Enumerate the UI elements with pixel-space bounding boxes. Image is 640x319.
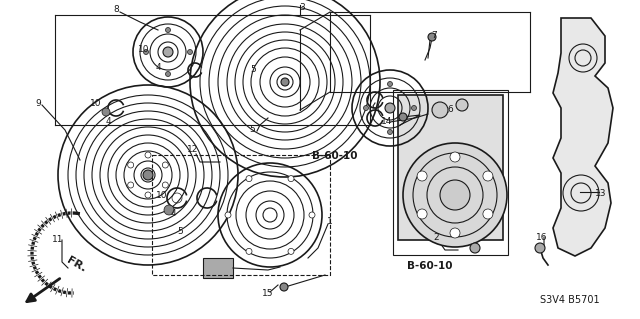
Bar: [398, 95, 503, 240]
Circle shape: [450, 228, 460, 238]
Text: 5: 5: [177, 227, 183, 236]
Text: 10: 10: [90, 100, 102, 108]
Circle shape: [403, 143, 507, 247]
Text: 12: 12: [188, 145, 198, 154]
Circle shape: [102, 108, 110, 116]
Text: 14: 14: [381, 117, 393, 127]
Circle shape: [263, 208, 277, 222]
Text: 13: 13: [595, 189, 607, 197]
Text: 3: 3: [299, 4, 305, 12]
Text: FR.: FR.: [65, 255, 88, 274]
Circle shape: [387, 130, 392, 135]
Text: 6: 6: [447, 106, 453, 115]
Text: 1: 1: [327, 218, 333, 226]
Text: 11: 11: [52, 235, 64, 244]
Text: 5: 5: [249, 125, 255, 135]
Text: 7: 7: [431, 31, 437, 40]
Text: 4: 4: [170, 210, 176, 219]
Circle shape: [288, 176, 294, 182]
Text: 9: 9: [35, 100, 41, 108]
Circle shape: [143, 49, 148, 55]
Circle shape: [417, 209, 427, 219]
Circle shape: [246, 176, 252, 182]
Circle shape: [281, 78, 289, 86]
Circle shape: [145, 192, 151, 198]
Circle shape: [450, 152, 460, 162]
Circle shape: [145, 152, 151, 158]
Text: 8: 8: [113, 5, 119, 14]
Circle shape: [280, 283, 288, 291]
Circle shape: [364, 106, 369, 110]
Circle shape: [127, 162, 134, 168]
Circle shape: [432, 102, 448, 118]
Bar: [203, 258, 233, 278]
Circle shape: [127, 182, 134, 188]
Text: 10: 10: [156, 191, 168, 201]
Text: S3V4 B5701: S3V4 B5701: [540, 295, 600, 305]
Circle shape: [309, 212, 315, 218]
Text: B-60-10: B-60-10: [407, 261, 452, 271]
Text: 2: 2: [433, 234, 439, 242]
Circle shape: [483, 171, 493, 181]
Circle shape: [143, 170, 153, 180]
Circle shape: [246, 249, 252, 254]
Circle shape: [456, 99, 468, 111]
Circle shape: [385, 103, 395, 113]
Text: 4: 4: [155, 63, 161, 71]
Text: 10: 10: [138, 46, 150, 55]
Circle shape: [470, 243, 480, 253]
Circle shape: [163, 47, 173, 57]
Bar: [393, 90, 508, 255]
Circle shape: [387, 81, 392, 86]
Bar: [152, 155, 330, 275]
Circle shape: [163, 162, 168, 168]
Circle shape: [164, 205, 174, 215]
Circle shape: [188, 49, 193, 55]
Text: 16: 16: [536, 233, 548, 241]
Text: 15: 15: [262, 290, 274, 299]
Polygon shape: [553, 18, 613, 256]
Circle shape: [428, 33, 436, 41]
Circle shape: [166, 27, 170, 33]
Circle shape: [399, 113, 407, 121]
Circle shape: [163, 182, 168, 188]
Text: 5: 5: [250, 65, 256, 75]
Circle shape: [225, 212, 231, 218]
Circle shape: [412, 106, 417, 110]
Text: B-60-10: B-60-10: [312, 151, 358, 161]
Circle shape: [288, 249, 294, 254]
Circle shape: [535, 243, 545, 253]
Circle shape: [440, 180, 470, 210]
Circle shape: [417, 171, 427, 181]
Circle shape: [483, 209, 493, 219]
Circle shape: [166, 71, 170, 77]
Text: 4: 4: [105, 117, 111, 127]
